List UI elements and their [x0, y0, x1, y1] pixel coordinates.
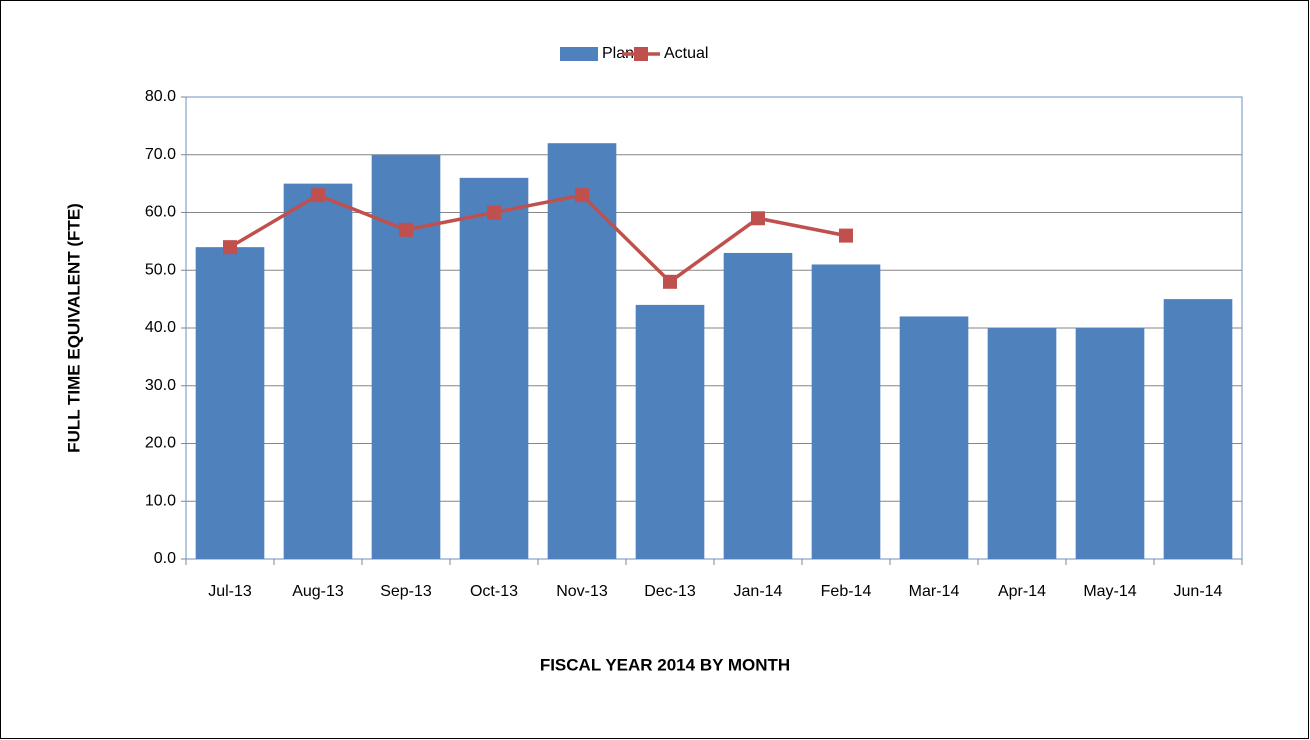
x-tick-label: Dec-13: [644, 583, 696, 600]
y-tick-label: 40.0: [145, 319, 176, 336]
y-tick-label: 80.0: [145, 88, 176, 105]
legend-label: Plan: [602, 45, 634, 62]
x-tick-label: Sep-13: [380, 583, 432, 600]
bar: [1075, 328, 1145, 559]
bar: [635, 304, 705, 559]
line: [229, 193, 847, 284]
legend-marker: [634, 47, 648, 61]
line-marker: [663, 274, 677, 289]
bar: [371, 154, 441, 559]
x-tick-label: May-14: [1083, 583, 1136, 600]
bar: [459, 177, 529, 559]
bar: [283, 183, 353, 559]
legend-swatch: [560, 47, 598, 61]
x-tick-label: Mar-14: [909, 583, 960, 600]
y-tick-label: 70.0: [145, 146, 176, 163]
y-tick-label: 30.0: [145, 377, 176, 394]
y-tick-label: 20.0: [145, 435, 176, 452]
bar: [899, 316, 969, 559]
x-axis-title: FISCAL YEAR 2014 BY MONTH: [540, 655, 790, 674]
x-tick-label: Nov-13: [556, 583, 608, 600]
x-tick-label: Aug-13: [292, 583, 344, 600]
x-tick-label: Feb-14: [821, 583, 872, 600]
x-tick-label: Oct-13: [470, 583, 518, 600]
y-tick-label: 60.0: [145, 204, 176, 221]
bar: [195, 247, 265, 559]
line-marker: [223, 240, 237, 255]
line-marker: [399, 222, 413, 237]
line-marker: [311, 188, 325, 203]
y-tick-label: 0.0: [154, 550, 176, 567]
y-tick-label: 50.0: [145, 261, 176, 278]
y-axis-title: FULL TIME EQUIVALENT (FTE): [64, 203, 83, 453]
line-marker: [751, 211, 765, 226]
x-tick-label: Jan-14: [734, 583, 783, 600]
line-marker: [839, 228, 853, 243]
bar: [1163, 299, 1233, 559]
x-tick-label: Jul-13: [208, 583, 252, 600]
bar: [723, 252, 793, 560]
x-tick-label: Apr-14: [998, 583, 1046, 600]
line-marker: [575, 188, 589, 203]
legend-label: Actual: [664, 45, 708, 62]
bar: [987, 328, 1057, 559]
bar: [811, 264, 881, 559]
x-tick-label: Jun-14: [1174, 583, 1223, 600]
line-marker: [487, 205, 501, 220]
bar: [547, 143, 617, 559]
y-tick-label: 10.0: [145, 492, 176, 509]
